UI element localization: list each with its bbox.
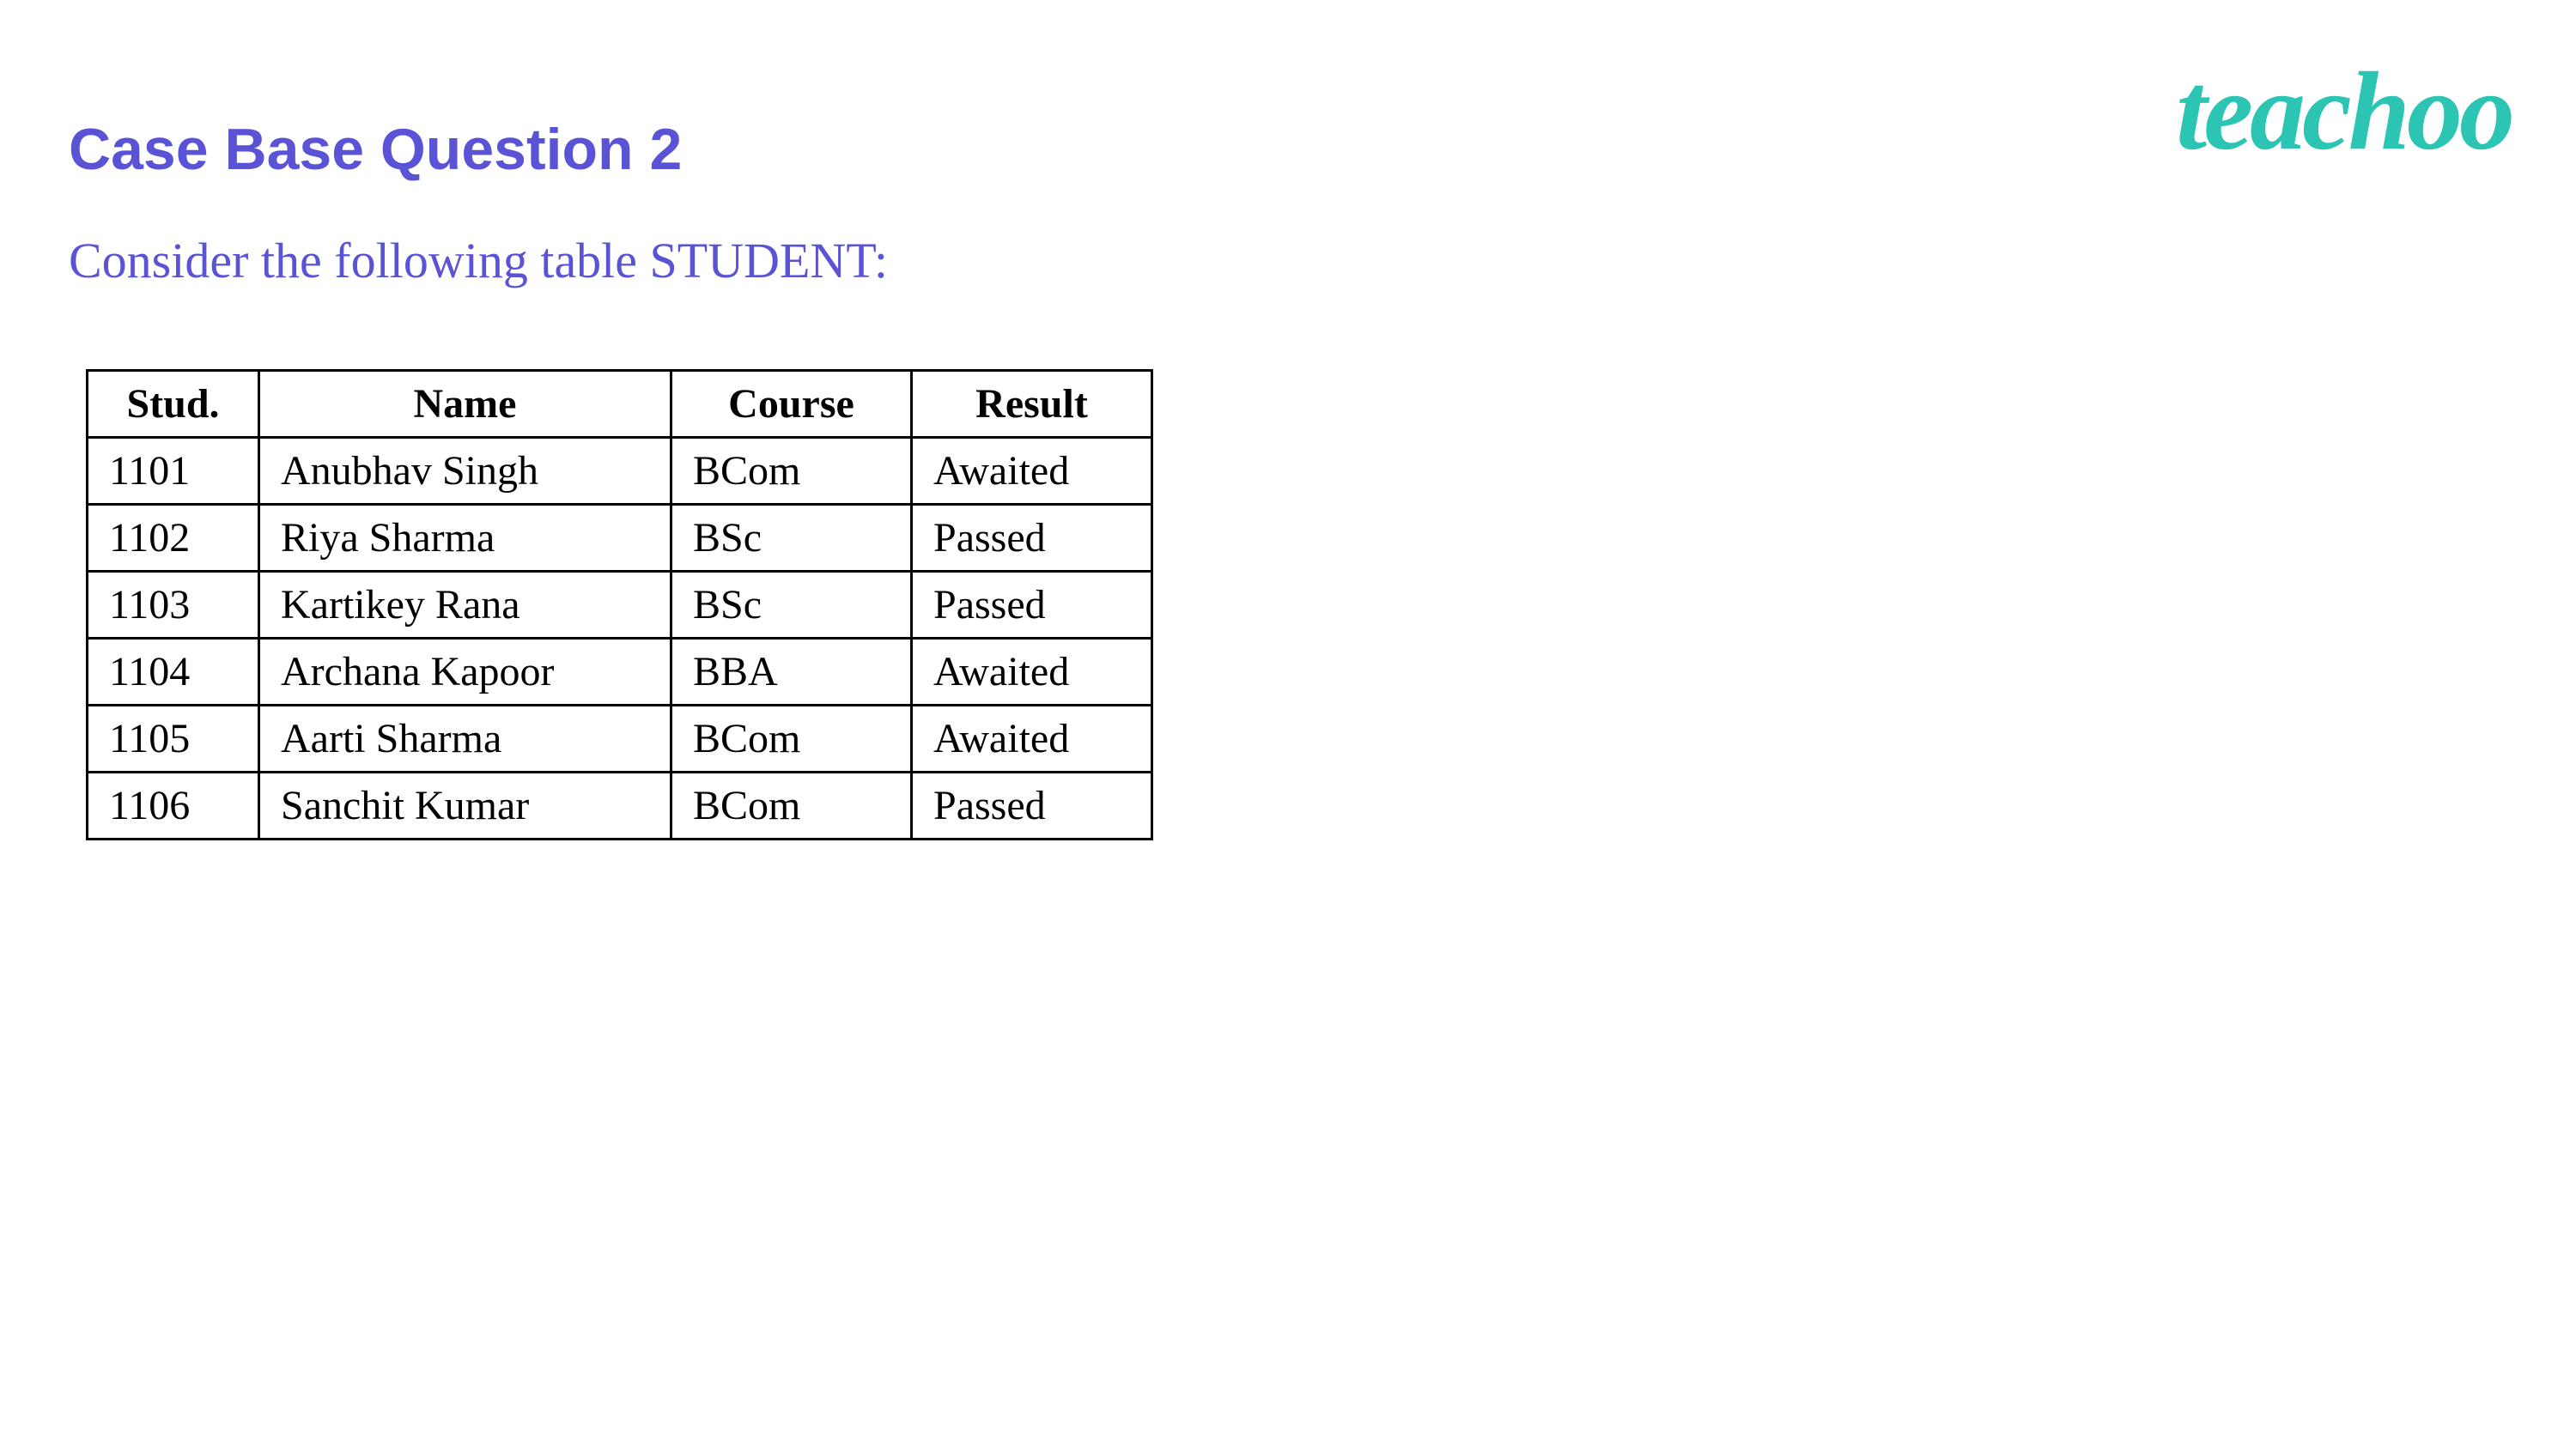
cell-result: Awaited — [912, 438, 1152, 505]
cell-result: Awaited — [912, 639, 1152, 706]
cell-course: BSc — [671, 505, 912, 572]
cell-result: Passed — [912, 572, 1152, 639]
cell-course: BSc — [671, 572, 912, 639]
cell-stud: 1102 — [88, 505, 259, 572]
page-subtitle: Consider the following table STUDENT: — [69, 232, 888, 289]
cell-course: BCom — [671, 773, 912, 840]
table-row: 1103 Kartikey Rana BSc Passed — [88, 572, 1152, 639]
cell-stud: 1105 — [88, 706, 259, 773]
cell-course: BCom — [671, 438, 912, 505]
cell-result: Passed — [912, 773, 1152, 840]
table-row: 1104 Archana Kapoor BBA Awaited — [88, 639, 1152, 706]
cell-name: Aarti Sharma — [259, 706, 671, 773]
page-title: Case Base Question 2 — [69, 116, 682, 183]
column-header-stud: Stud. — [88, 371, 259, 438]
table-row: 1106 Sanchit Kumar BCom Passed — [88, 773, 1152, 840]
cell-stud: 1106 — [88, 773, 259, 840]
table-row: 1101 Anubhav Singh BCom Awaited — [88, 438, 1152, 505]
column-header-course: Course — [671, 371, 912, 438]
table-row: 1102 Riya Sharma BSc Passed — [88, 505, 1152, 572]
cell-stud: 1104 — [88, 639, 259, 706]
table-row: 1105 Aarti Sharma BCom Awaited — [88, 706, 1152, 773]
cell-name: Kartikey Rana — [259, 572, 671, 639]
student-table: Stud. Name Course Result 1101 Anubhav Si… — [86, 369, 1153, 840]
cell-stud: 1103 — [88, 572, 259, 639]
table-header-row: Stud. Name Course Result — [88, 371, 1152, 438]
cell-name: Archana Kapoor — [259, 639, 671, 706]
column-header-name: Name — [259, 371, 671, 438]
cell-name: Riya Sharma — [259, 505, 671, 572]
column-header-result: Result — [912, 371, 1152, 438]
cell-result: Awaited — [912, 706, 1152, 773]
cell-name: Sanchit Kumar — [259, 773, 671, 840]
cell-course: BBA — [671, 639, 912, 706]
cell-course: BCom — [671, 706, 912, 773]
brand-logo: teachoo — [2176, 47, 2512, 176]
cell-name: Anubhav Singh — [259, 438, 671, 505]
cell-result: Passed — [912, 505, 1152, 572]
cell-stud: 1101 — [88, 438, 259, 505]
